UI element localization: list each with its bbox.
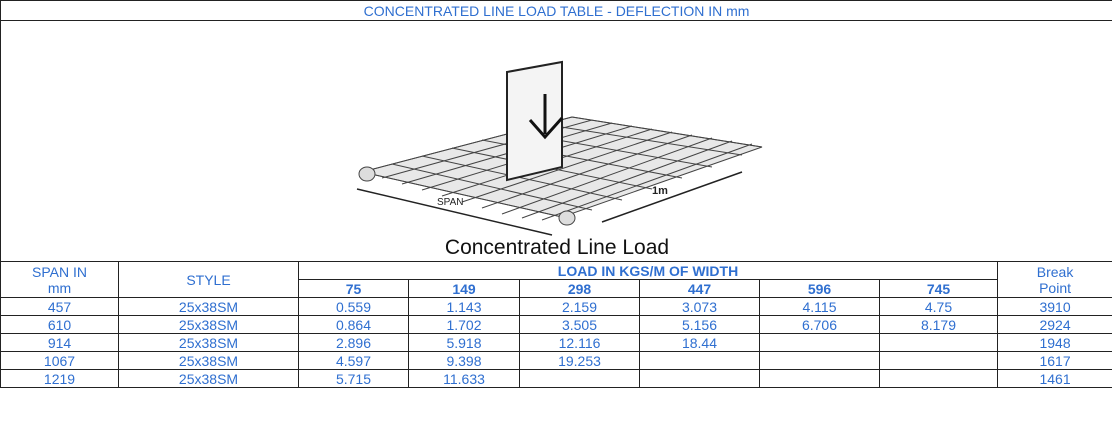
deflection-cell: 0.559 xyxy=(299,298,409,316)
figure-caption: Concentrated Line Load xyxy=(444,236,668,259)
load-value: 298 xyxy=(520,280,640,298)
figure-cell: SPAN 1m Concentrated Line Load xyxy=(1,21,1112,262)
deflection-cell: 4.115 xyxy=(760,298,880,316)
deflection-cell: 8.179 xyxy=(880,316,998,334)
style-header: STYLE xyxy=(119,262,299,298)
deflection-cell: 1.702 xyxy=(409,316,520,334)
span-cell: 457 xyxy=(1,298,119,316)
table-title: CONCENTRATED LINE LOAD TABLE - DEFLECTIO… xyxy=(1,1,1112,21)
style-cell: 25x38SM xyxy=(119,352,299,370)
width-label: 1m xyxy=(652,185,668,197)
line-load-figure: SPAN 1m Concentrated Line Load xyxy=(322,22,792,260)
break-point-cell: 1948 xyxy=(998,334,1112,352)
break-point-cell: 2924 xyxy=(998,316,1112,334)
span-header-text: SPAN IN xyxy=(1,264,118,280)
deflection-cell xyxy=(640,370,760,388)
deflection-cell: 2.896 xyxy=(299,334,409,352)
deflection-cell: 12.116 xyxy=(520,334,640,352)
break-unit: Point xyxy=(998,280,1112,296)
deflection-cell xyxy=(640,352,760,370)
deflection-cell: 19.253 xyxy=(520,352,640,370)
load-value: 745 xyxy=(880,280,998,298)
break-point-cell: 1461 xyxy=(998,370,1112,388)
deflection-cell: 3.073 xyxy=(640,298,760,316)
load-header: LOAD IN KGS/M OF WIDTH xyxy=(299,262,998,280)
deflection-cell xyxy=(880,370,998,388)
deflection-cell: 3.505 xyxy=(520,316,640,334)
deflection-cell xyxy=(760,352,880,370)
deflection-cell: 6.706 xyxy=(760,316,880,334)
style-cell: 25x38SM xyxy=(119,316,299,334)
deflection-cell: 11.633 xyxy=(409,370,520,388)
break-point-cell: 3910 xyxy=(998,298,1112,316)
style-cell: 25x38SM xyxy=(119,298,299,316)
deflection-cell xyxy=(520,370,640,388)
style-cell: 25x38SM xyxy=(119,370,299,388)
deflection-cell: 5.156 xyxy=(640,316,760,334)
span-cell: 914 xyxy=(1,334,119,352)
deflection-cell: 2.159 xyxy=(520,298,640,316)
load-value: 596 xyxy=(760,280,880,298)
span-cell: 610 xyxy=(1,316,119,334)
break-header-text: Break xyxy=(998,264,1112,280)
load-value: 75 xyxy=(299,280,409,298)
deflection-cell: 5.715 xyxy=(299,370,409,388)
style-cell: 25x38SM xyxy=(119,334,299,352)
span-label: SPAN xyxy=(437,197,464,208)
deflection-cell: 18.44 xyxy=(640,334,760,352)
deflection-cell: 5.918 xyxy=(409,334,520,352)
span-unit: mm xyxy=(1,280,118,296)
deflection-cell: 0.864 xyxy=(299,316,409,334)
load-value: 149 xyxy=(409,280,520,298)
deflection-cell: 4.597 xyxy=(299,352,409,370)
deflection-cell: 9.398 xyxy=(409,352,520,370)
deflection-cell xyxy=(760,334,880,352)
load-value: 447 xyxy=(640,280,760,298)
deflection-cell: 1.143 xyxy=(409,298,520,316)
deflection-cell: 4.75 xyxy=(880,298,998,316)
deflection-table: CONCENTRATED LINE LOAD TABLE - DEFLECTIO… xyxy=(0,0,1112,388)
break-point-cell: 1617 xyxy=(998,352,1112,370)
page: CONCENTRATED LINE LOAD TABLE - DEFLECTIO… xyxy=(0,0,1112,429)
deflection-cell xyxy=(760,370,880,388)
load-panel xyxy=(507,62,562,180)
span-cell: 1219 xyxy=(1,370,119,388)
deflection-cell xyxy=(880,352,998,370)
deflection-cell xyxy=(880,334,998,352)
span-cell: 1067 xyxy=(1,352,119,370)
